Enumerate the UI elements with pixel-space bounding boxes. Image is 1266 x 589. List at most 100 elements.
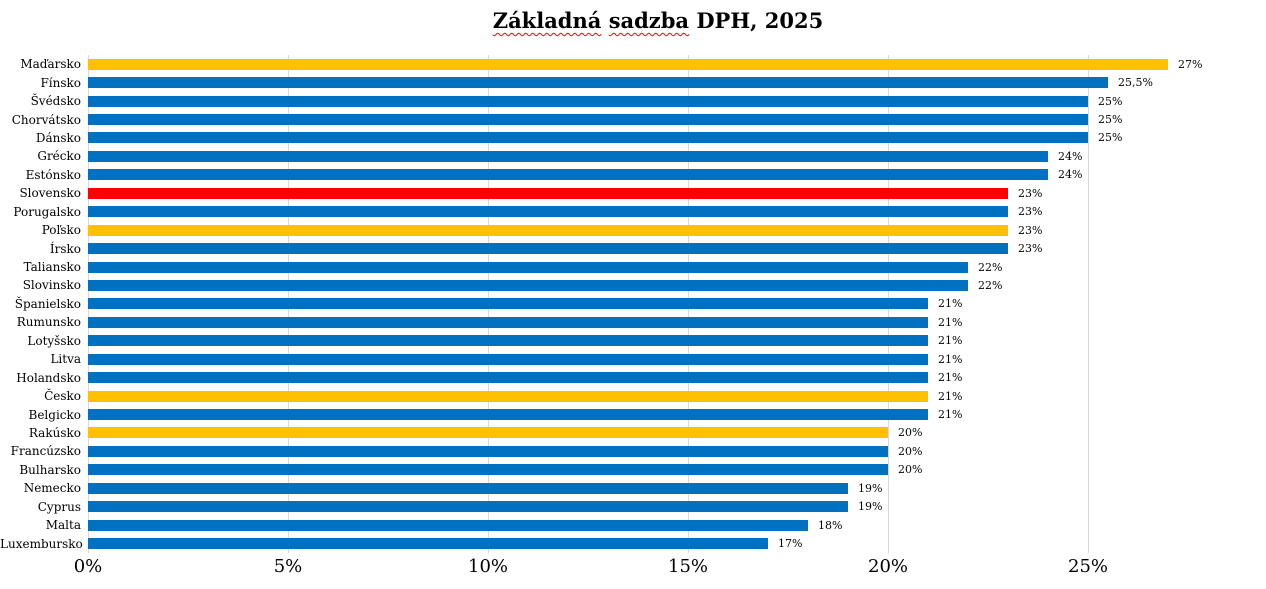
value-label: 24% (1058, 168, 1083, 182)
value-label: 19% (858, 481, 883, 495)
category-label: Taliansko (23, 260, 81, 275)
bar (88, 427, 888, 439)
bar-zone: 23% (88, 242, 1266, 256)
category-label: Belgicko (28, 407, 82, 422)
bar (88, 501, 848, 513)
category-label: Litva (50, 352, 81, 367)
value-label: 18% (818, 518, 843, 532)
bar (88, 206, 1008, 218)
bar (88, 95, 1088, 107)
value-label: 27% (1178, 57, 1203, 71)
bar-zone: 18% (88, 518, 1266, 532)
bar (88, 58, 1168, 70)
value-label: 21% (938, 371, 963, 385)
title-rest: DPH, 2025 (696, 8, 824, 33)
category-label: Španielsko (14, 296, 81, 311)
category-label: Francúzsko (10, 444, 81, 459)
bar-rows: Maďarsko 27% Fínsko 25,5% Švédsko 25% Chorváts… (0, 55, 1266, 553)
bar (88, 224, 1008, 236)
value-label: 20% (898, 463, 923, 477)
value-label: 21% (938, 297, 963, 311)
bar (88, 279, 968, 291)
category-label: Grécko (37, 149, 81, 164)
chart-title: Základná sadzba DPH, 2025 (0, 8, 1266, 33)
value-label: 19% (858, 500, 883, 514)
value-label: 23% (1018, 223, 1043, 237)
category-label: Česko (44, 389, 81, 404)
category-label: Estónsko (25, 167, 81, 182)
bar (88, 77, 1108, 89)
bar-row: Fínsko 25,5% (0, 73, 1266, 91)
bar (88, 261, 968, 273)
bar-zone: 25,5% (88, 77, 1266, 89)
value-label: 21% (938, 334, 963, 348)
value-label: 25% (1098, 131, 1123, 145)
bar-row: Cyprus 19% (0, 498, 1266, 516)
bar-zone: 25% (88, 114, 1266, 126)
bar-row: Belgicko 21% (0, 405, 1266, 423)
bar (88, 169, 1048, 181)
x-tick-label: 20% (867, 556, 909, 577)
category-label: Poľsko (41, 223, 81, 238)
category-label: Dánsko (35, 130, 81, 145)
bar (88, 335, 928, 347)
bar-row: Slovensko 23% (0, 184, 1266, 202)
value-label: 25% (1098, 94, 1123, 108)
bar (88, 298, 928, 310)
x-tick-label: 15% (667, 556, 709, 577)
bar-zone: 21% (88, 334, 1266, 348)
value-label: 22% (978, 278, 1003, 292)
bar-row: Dánsko 25% (0, 129, 1266, 147)
value-label: 23% (1018, 205, 1043, 219)
bar-row: Holandsko 21% (0, 368, 1266, 386)
bar (88, 538, 768, 550)
bar-zone: 21% (88, 408, 1266, 422)
bar (88, 409, 928, 421)
bar-zone: 24% (88, 150, 1266, 162)
category-label: Nemecko (23, 481, 81, 496)
bar (88, 519, 808, 531)
bar (88, 390, 928, 402)
bar-zone: 20% (88, 463, 1266, 477)
value-label: 21% (938, 315, 963, 329)
bar-row: Malta 18% (0, 516, 1266, 534)
bar (88, 187, 1008, 199)
bar (88, 372, 928, 384)
bar-zone: 19% (88, 500, 1266, 514)
value-label: 23% (1018, 242, 1043, 256)
gridline (1088, 55, 1089, 553)
value-label: 21% (938, 408, 963, 422)
bar-zone: 21% (88, 390, 1266, 402)
bar-zone: 20% (88, 426, 1266, 440)
title-word-flagged-1: Základná (492, 8, 602, 33)
bar-row: Rumunsko 21% (0, 313, 1266, 331)
category-label: Rakúsko (28, 425, 81, 440)
bar-zone: 24% (88, 168, 1266, 182)
x-tick-label: 10% (467, 556, 509, 577)
bar-row: Rakúsko 20% (0, 424, 1266, 442)
category-label: Slovensko (19, 186, 81, 201)
bar-zone: 19% (88, 481, 1266, 495)
bar (88, 132, 1088, 144)
bar-zone: 25% (88, 131, 1266, 145)
title-word-flagged-2: sadzba (608, 8, 690, 33)
category-label: Luxembursko (0, 536, 83, 551)
bar-row: Litva 21% (0, 350, 1266, 368)
category-label: Fínsko (40, 75, 81, 90)
category-label: Lotyšsko (27, 333, 81, 348)
bar-zone: 22% (88, 260, 1266, 274)
bar-row: Španielsko 21% (0, 295, 1266, 313)
bar-row: Luxembursko 17% (0, 534, 1266, 552)
value-label: 22% (978, 260, 1003, 274)
bar-row: Estónsko 24% (0, 166, 1266, 184)
bar (88, 316, 928, 328)
value-label: 20% (898, 426, 923, 440)
bar-zone: 21% (88, 371, 1266, 385)
bar (88, 243, 1008, 255)
bar-zone: 22% (88, 278, 1266, 292)
bar (88, 482, 848, 494)
x-tick-label: 25% (1067, 556, 1109, 577)
bar-row: Francúzsko 20% (0, 442, 1266, 460)
value-label: 23% (1018, 186, 1043, 200)
